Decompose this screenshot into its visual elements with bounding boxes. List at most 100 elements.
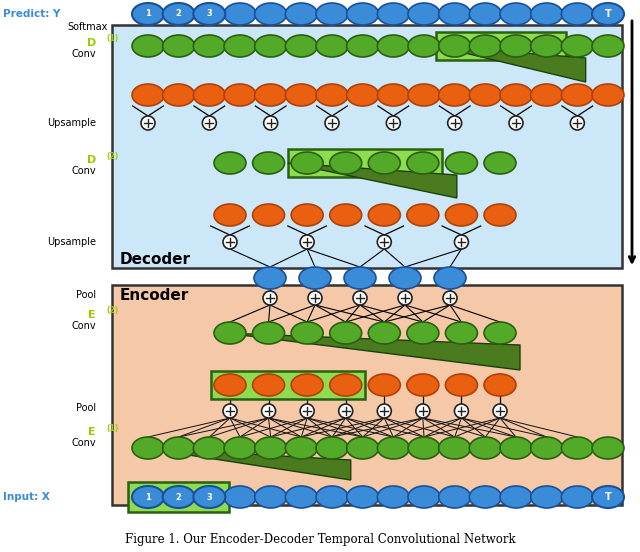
Ellipse shape [163,84,195,106]
Ellipse shape [163,486,195,508]
Ellipse shape [531,84,563,106]
Ellipse shape [330,204,362,226]
Circle shape [262,404,276,418]
Ellipse shape [316,437,348,459]
Text: 3: 3 [207,9,212,19]
Ellipse shape [347,84,379,106]
Ellipse shape [347,35,379,57]
Ellipse shape [132,437,164,459]
Ellipse shape [255,437,287,459]
Ellipse shape [193,486,225,508]
Ellipse shape [255,486,287,508]
Ellipse shape [408,486,440,508]
Ellipse shape [285,35,317,57]
Circle shape [454,235,468,249]
Circle shape [570,116,584,130]
Ellipse shape [253,374,285,396]
Text: Upsample: Upsample [47,118,96,128]
Ellipse shape [224,84,256,106]
Ellipse shape [408,84,440,106]
Ellipse shape [253,204,285,226]
Ellipse shape [469,3,501,25]
Circle shape [454,404,468,418]
Ellipse shape [469,35,501,57]
Ellipse shape [378,3,410,25]
Ellipse shape [291,204,323,226]
FancyBboxPatch shape [288,149,442,177]
Text: Conv: Conv [72,166,96,176]
Ellipse shape [407,152,439,174]
Text: T: T [605,9,611,19]
Text: Upsample: Upsample [47,237,96,247]
Ellipse shape [255,84,287,106]
Text: Input: X: Input: X [3,492,50,502]
Ellipse shape [378,35,410,57]
Circle shape [325,116,339,130]
Circle shape [339,404,353,418]
Ellipse shape [316,3,348,25]
Ellipse shape [214,374,246,396]
FancyBboxPatch shape [112,285,622,505]
Ellipse shape [500,35,532,57]
Ellipse shape [253,152,285,174]
Ellipse shape [132,3,164,25]
Ellipse shape [445,374,477,396]
Ellipse shape [592,84,624,106]
Ellipse shape [531,486,563,508]
Ellipse shape [163,35,195,57]
Circle shape [353,291,367,305]
Circle shape [300,404,314,418]
Text: (1): (1) [106,34,118,44]
Circle shape [141,116,155,130]
Ellipse shape [484,204,516,226]
Ellipse shape [285,84,317,106]
Text: T: T [605,492,611,502]
Text: Conv: Conv [72,438,96,448]
Polygon shape [288,163,457,198]
Ellipse shape [214,322,246,344]
Ellipse shape [193,84,225,106]
Circle shape [223,235,237,249]
Ellipse shape [368,374,400,396]
Ellipse shape [330,322,362,344]
Circle shape [493,404,507,418]
Polygon shape [436,46,586,82]
Ellipse shape [434,267,466,289]
Ellipse shape [438,3,470,25]
Ellipse shape [407,374,439,396]
Text: Conv: Conv [72,321,96,331]
Ellipse shape [438,437,470,459]
Text: 3: 3 [207,492,212,502]
Ellipse shape [469,84,501,106]
Ellipse shape [500,486,532,508]
Ellipse shape [224,3,256,25]
Ellipse shape [408,437,440,459]
Ellipse shape [378,84,410,106]
FancyBboxPatch shape [112,25,622,268]
Text: Figure 1. Our Encoder-Decoder Temporal Convolutional Network: Figure 1. Our Encoder-Decoder Temporal C… [125,533,515,546]
Ellipse shape [592,35,624,57]
Ellipse shape [285,437,317,459]
Ellipse shape [484,152,516,174]
Ellipse shape [389,267,421,289]
Ellipse shape [193,3,225,25]
Ellipse shape [561,35,593,57]
Ellipse shape [592,486,624,508]
Circle shape [223,404,237,418]
Text: (2): (2) [106,306,118,316]
Ellipse shape [561,3,593,25]
Ellipse shape [132,84,164,106]
Ellipse shape [445,152,477,174]
Ellipse shape [330,374,362,396]
Ellipse shape [408,3,440,25]
Ellipse shape [132,35,164,57]
Circle shape [264,116,278,130]
Ellipse shape [285,3,317,25]
Circle shape [443,291,457,305]
Text: 2: 2 [176,9,182,19]
Text: Decoder: Decoder [120,252,191,268]
Ellipse shape [368,152,400,174]
Ellipse shape [500,84,532,106]
Ellipse shape [214,152,246,174]
Circle shape [398,291,412,305]
